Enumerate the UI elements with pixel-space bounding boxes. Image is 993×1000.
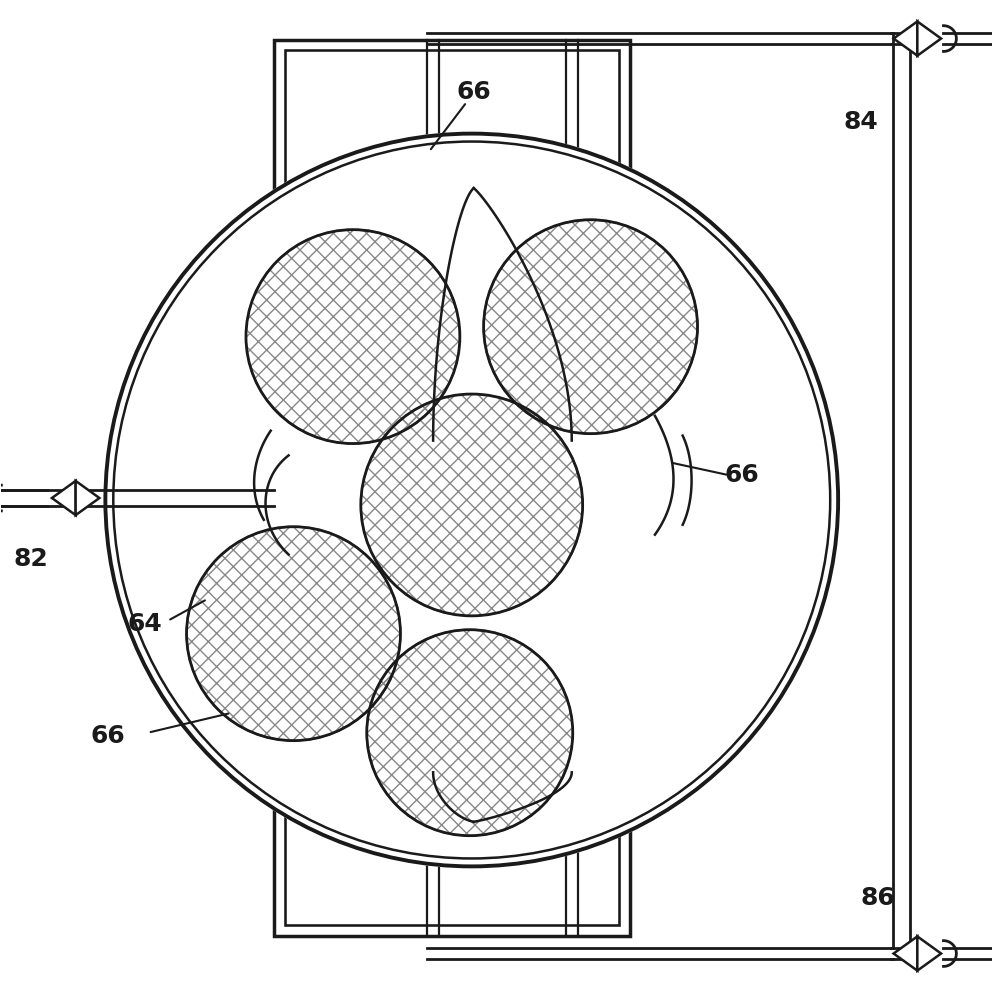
Polygon shape [75,481,99,515]
Circle shape [187,527,400,741]
Circle shape [246,230,460,444]
Text: 66: 66 [91,724,126,748]
Polygon shape [894,936,918,971]
Text: 86: 86 [860,886,895,910]
Circle shape [103,132,840,868]
Text: 82: 82 [14,547,49,571]
Bar [274,40,631,936]
Text: 84: 84 [843,110,878,134]
Circle shape [484,220,697,434]
Circle shape [366,630,573,836]
Polygon shape [918,936,941,971]
Polygon shape [894,21,918,56]
Polygon shape [52,481,75,515]
Text: 64: 64 [127,612,162,636]
Bar [285,50,620,925]
Polygon shape [918,21,941,56]
Text: 66: 66 [457,80,492,104]
Text: 66: 66 [725,463,760,487]
Circle shape [360,394,583,616]
